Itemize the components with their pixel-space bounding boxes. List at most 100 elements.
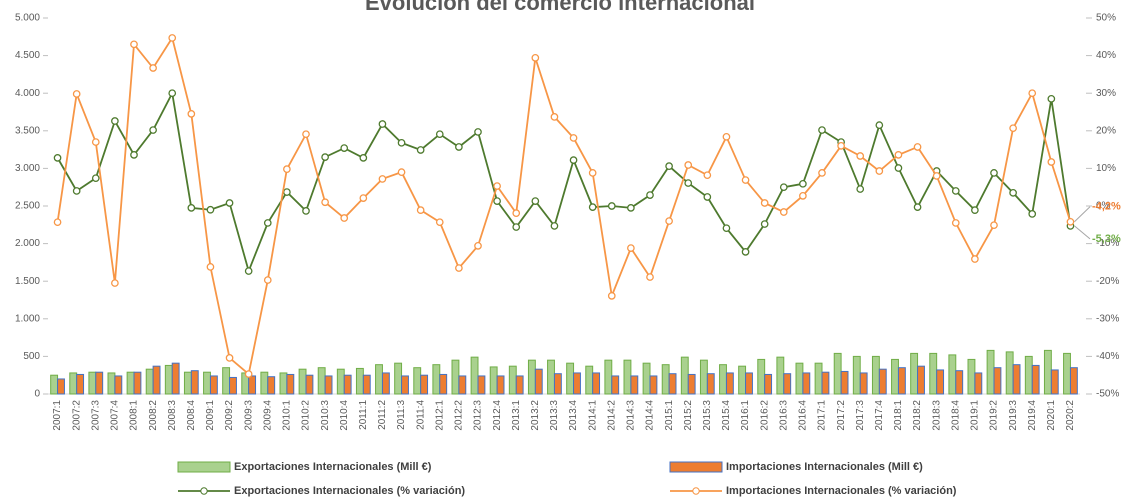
y-tick-label: 1.000 — [15, 313, 40, 324]
line — [56, 90, 1072, 274]
bar — [401, 375, 409, 395]
marker — [416, 146, 425, 154]
bar — [152, 365, 161, 395]
bar — [757, 358, 766, 395]
bar — [795, 362, 804, 395]
x-tick-label: 2016:1 — [740, 400, 751, 431]
bar — [706, 373, 715, 395]
bar — [891, 358, 899, 395]
marker — [378, 120, 387, 128]
bar — [833, 352, 842, 395]
marker — [244, 267, 253, 275]
marker — [1047, 94, 1056, 103]
marker — [894, 151, 903, 159]
bar — [649, 375, 658, 395]
bar — [986, 349, 995, 395]
x-tick-label: 2013:1 — [511, 400, 522, 431]
x-tick-label: 2015:3 — [702, 400, 713, 431]
x-tick-label: 2013:2 — [530, 400, 541, 431]
marker — [741, 176, 750, 184]
marker — [569, 134, 578, 142]
marker — [741, 248, 750, 256]
marker — [951, 187, 960, 195]
bar — [642, 362, 651, 395]
x-tick-label: 2011:2 — [377, 400, 388, 430]
legend-label: Exportaciones Internacionales (% variaci… — [234, 485, 465, 497]
bar — [623, 359, 632, 395]
marker — [569, 156, 578, 164]
bar — [420, 374, 429, 395]
bar — [317, 367, 326, 395]
marker — [550, 113, 559, 121]
x-tick-label: 2018:2 — [912, 400, 923, 431]
y2-tick-label: 0% — [1096, 201, 1111, 212]
bar — [955, 370, 964, 395]
bar — [783, 373, 792, 395]
marker — [91, 138, 100, 146]
marker — [588, 203, 597, 211]
marker — [111, 117, 119, 125]
bar — [458, 375, 467, 395]
bar — [515, 375, 524, 395]
y2-tick-label: 20% — [1096, 125, 1116, 136]
bar — [852, 355, 861, 395]
bar — [764, 373, 773, 395]
bar — [936, 369, 945, 395]
marker — [875, 121, 884, 130]
x-tick-label: 2008:1 — [129, 400, 140, 431]
marker — [225, 354, 234, 362]
marker — [818, 126, 826, 134]
x-tick-label: 2014:2 — [606, 400, 617, 431]
marker — [818, 169, 826, 177]
marker — [397, 138, 406, 147]
bar — [553, 373, 562, 395]
bar — [95, 371, 104, 395]
marker — [722, 224, 731, 233]
bar — [725, 372, 734, 395]
x-tick-label: 2017:2 — [836, 400, 847, 431]
marker — [168, 89, 177, 98]
annotation: -4,2% — [1092, 201, 1121, 213]
bar — [910, 352, 919, 395]
bar — [248, 375, 257, 395]
x-tick-label: 2015:1 — [664, 400, 675, 431]
marker — [684, 161, 693, 169]
x-tick-label: 2010:1 — [282, 400, 293, 431]
y2-tick-label: -10% — [1096, 238, 1119, 249]
bar — [661, 364, 670, 395]
annotation-leader — [1074, 225, 1091, 240]
bar — [840, 370, 849, 395]
marker — [703, 193, 712, 201]
bar — [687, 373, 696, 395]
bar — [821, 371, 830, 395]
marker — [799, 179, 807, 188]
bar — [967, 358, 976, 395]
bar — [107, 372, 116, 395]
marker — [512, 209, 521, 217]
marker — [149, 64, 157, 72]
annotation-leader — [1074, 206, 1091, 223]
marker — [760, 199, 769, 207]
x-tick-label: 2019:2 — [989, 400, 1000, 431]
bar — [126, 371, 135, 395]
marker — [646, 191, 654, 199]
bar — [183, 371, 192, 395]
x-tick-label: 2014:1 — [587, 400, 598, 431]
marker — [187, 110, 196, 118]
bar — [50, 374, 59, 395]
bar — [203, 371, 211, 395]
x-tick-label: 2018:1 — [893, 400, 904, 431]
bar — [802, 372, 811, 395]
bar — [699, 359, 708, 395]
y2-tick-label: 10% — [1096, 163, 1116, 174]
bar — [611, 375, 620, 395]
marker — [703, 171, 712, 180]
x-tick-label: 2007:4 — [110, 400, 121, 431]
marker — [1047, 158, 1056, 166]
bar — [1024, 355, 1033, 395]
marker — [837, 141, 845, 150]
bar — [1063, 352, 1071, 395]
bar — [222, 367, 231, 395]
y2-tick-label: 40% — [1096, 50, 1116, 61]
x-tick-label: 2012:1 — [434, 400, 445, 431]
